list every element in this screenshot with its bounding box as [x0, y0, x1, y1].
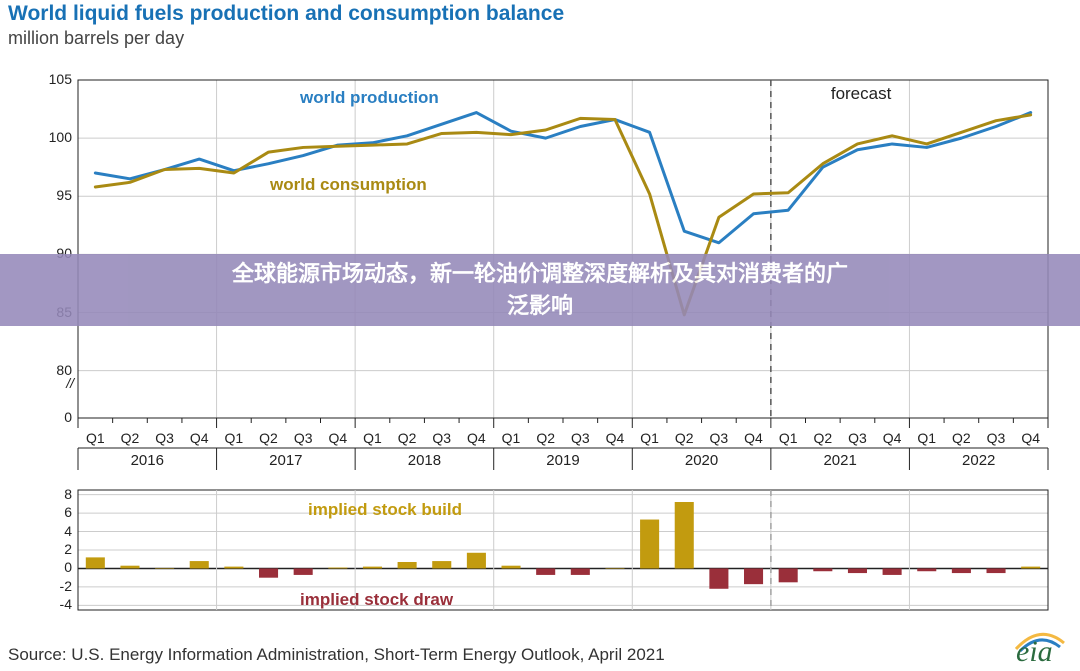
overlay-banner: 全球能源市场动态，新一轮油价调整深度解析及其对消费者的广 泛影响 — [0, 254, 1080, 326]
stock-draw-label: implied stock draw — [300, 590, 453, 610]
source-citation: Source: U.S. Energy Information Administ… — [8, 645, 665, 665]
stock-build-label: implied stock build — [308, 500, 462, 520]
ytick-stock: 0 — [42, 559, 72, 575]
ytick-stock: 6 — [42, 504, 72, 520]
eia-logo: eia — [1010, 619, 1068, 667]
ytick-stock: -4 — [42, 596, 72, 612]
source-text: Source: U.S. Energy Information Administ… — [8, 645, 665, 664]
stock-bar-chart — [0, 0, 1080, 671]
overlay-line2: 泛影响 — [507, 290, 573, 322]
ytick-stock: 4 — [42, 523, 72, 539]
overlay-line1: 全球能源市场动态，新一轮油价调整深度解析及其对消费者的广 — [232, 258, 848, 290]
ytick-stock: 2 — [42, 541, 72, 557]
ytick-stock: -2 — [42, 578, 72, 594]
eia-text: eia — [1016, 635, 1053, 669]
ytick-stock: 8 — [42, 486, 72, 502]
